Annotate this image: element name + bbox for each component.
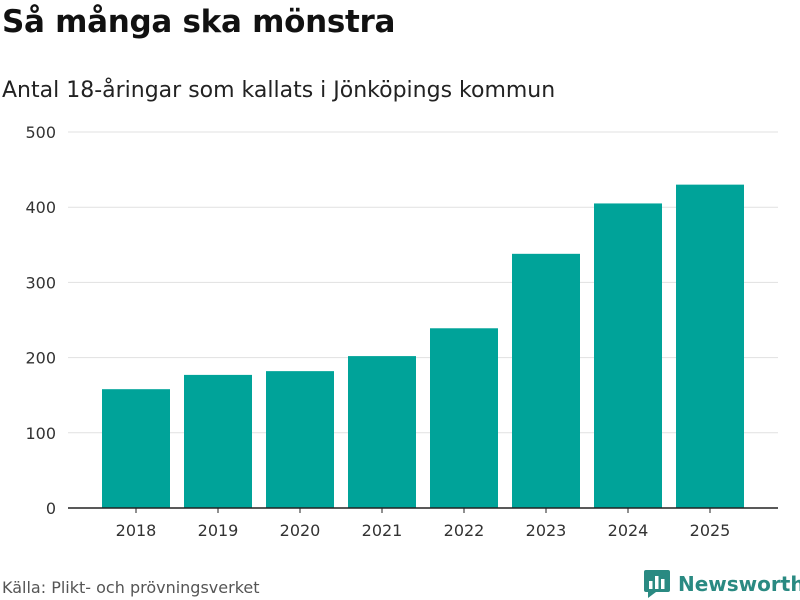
bar-chart-logo-icon: [644, 570, 670, 598]
y-tick-label: 200: [25, 349, 56, 368]
bar-2023: [512, 253, 580, 508]
y-tick-label: 0: [46, 499, 56, 518]
y-tick-label: 500: [25, 123, 56, 142]
bar-2022: [430, 328, 498, 508]
brand-logo: Newsworthy: [644, 570, 800, 598]
x-tick-label: 2024: [608, 521, 649, 540]
source-note: Källa: Plikt- och prövningsverket: [2, 578, 260, 597]
x-tick-label: 2020: [280, 521, 321, 540]
tick-labels: 0 100 200 300 400 500 2018 2019 2020 2021 2022 2023…: [25, 123, 730, 540]
bar-2025: [676, 184, 744, 508]
y-tick-label: 400: [25, 198, 56, 217]
bar-2020: [266, 371, 334, 508]
x-tick-label: 2018: [116, 521, 157, 540]
bar-2021: [348, 356, 416, 508]
chart-title: Så många ska mönstra: [2, 4, 396, 40]
bar-chart: 0 100 200 300 400 500 2018 2019 2020 2021 2022 2023…: [25, 123, 778, 540]
gridlines: [68, 131, 778, 434]
x-tick-label: 2021: [362, 521, 403, 540]
x-tick-label: 2025: [690, 521, 731, 540]
bar-2019: [184, 374, 252, 508]
y-tick-label: 100: [25, 424, 56, 443]
axes: [68, 507, 778, 513]
brand-name: Newsworthy: [678, 572, 800, 596]
x-tick-label: 2019: [198, 521, 239, 540]
bars: [102, 184, 744, 508]
bar-2024: [594, 203, 662, 508]
x-tick-label: 2022: [444, 521, 485, 540]
y-tick-label: 300: [25, 273, 56, 292]
bar-2018: [102, 389, 170, 508]
chart-subtitle: Antal 18-åringar som kallats i Jönköping…: [2, 78, 556, 103]
x-tick-label: 2023: [526, 521, 567, 540]
